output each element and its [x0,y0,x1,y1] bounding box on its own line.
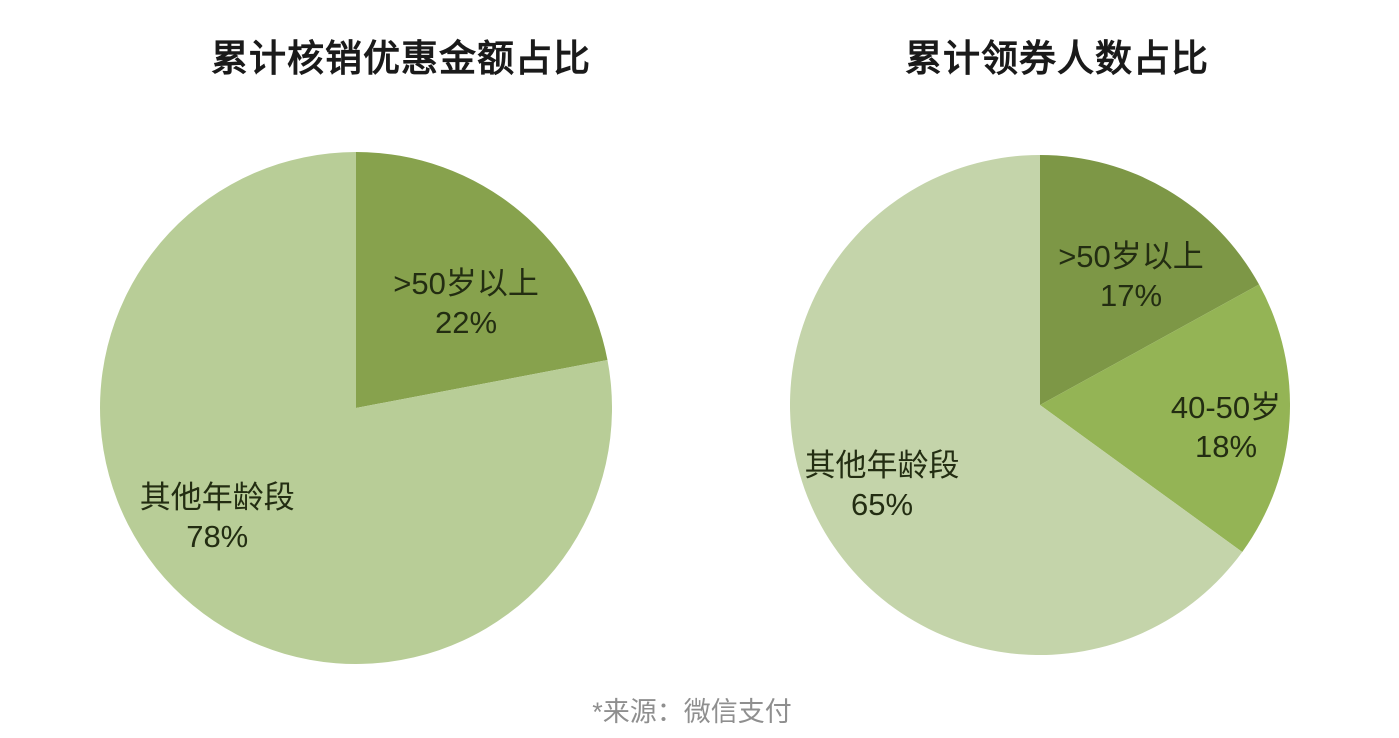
slice-percent-text: 65% [850,487,914,522]
slice-percent-text: 78% [186,519,249,555]
slice-label: 40-50岁 18% [1171,388,1281,466]
slice-percent-text: 22% [435,305,498,341]
slice-category-text: >50岁以上 [1058,238,1204,274]
slice-label: 其他年龄段 65% [805,446,960,524]
pie-slice-2 [790,155,1243,655]
slice-label: >50岁以上 17% [1058,237,1204,315]
slice-category-text: 40-50岁 [1170,389,1282,425]
slice-category-text: >50岁以上 [393,265,539,301]
pie-slice-1 [1040,284,1290,552]
slice-category-text: 其他年龄段 [139,480,295,515]
pie-slice-0 [356,152,608,408]
slice-label: 其他年龄段 78% [140,478,295,556]
slice-category-text: 其他年龄段 [804,447,960,483]
pie-svg [100,152,612,664]
slice-percent-text: 17% [1099,278,1163,313]
pie-svg [790,155,1290,655]
pie-slice-0 [1040,155,1260,405]
slice-label: >50岁以上 22% [393,264,539,342]
pie-slice-1 [100,152,612,664]
pie-chart-coupon-users: >50岁以上 17% 40-50岁 18% 其他年龄段 65% [790,155,1290,655]
chart-title-redeemed-amount: 累计核销优惠金额占比 [211,38,591,79]
source-note: *来源：微信支付 [592,697,792,727]
chart-title-coupon-users: 累计领券人数占比 [905,38,1209,79]
pie-chart-redeemed-amount: >50岁以上 22% 其他年龄段 78% [100,152,612,664]
slice-percent-text: 18% [1194,429,1258,464]
